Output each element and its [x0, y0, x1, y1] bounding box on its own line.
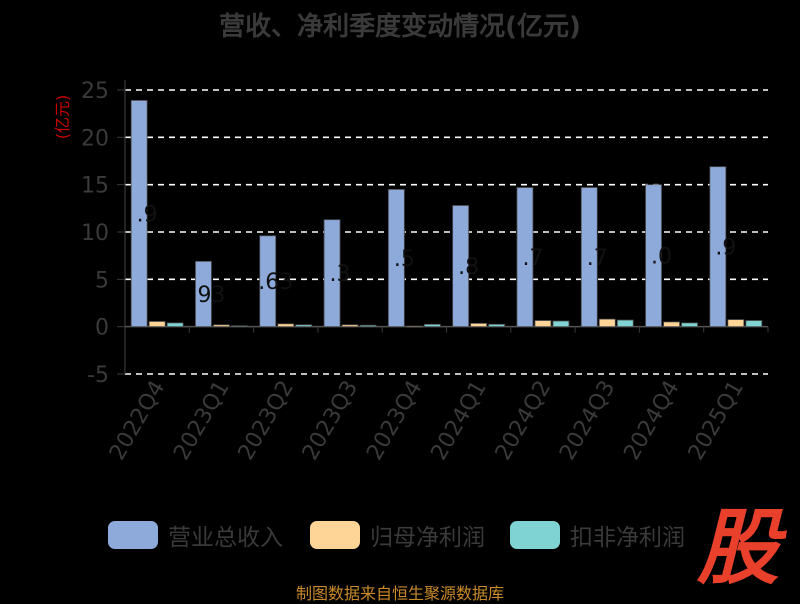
- bar-归母净利润: [663, 321, 680, 328]
- bar-营业总收入: [709, 166, 727, 328]
- data-label: .9: [715, 236, 736, 261]
- data-label: .7: [587, 246, 608, 271]
- watermark-logo: 股: [696, 501, 787, 590]
- legend-swatch: [108, 521, 158, 549]
- bar-营业总收入: [323, 219, 341, 328]
- bar-归母净利润: [470, 322, 488, 328]
- x-tick-label: 2022Q4: [105, 377, 170, 465]
- x-tick-label: 2023Q3: [298, 377, 363, 465]
- data-label: 93: [197, 283, 225, 308]
- data-label: .8: [458, 255, 479, 280]
- x-tick-label: 2024Q2: [491, 377, 556, 465]
- source-note: 制图数据来自恒生聚源数据库: [295, 584, 504, 603]
- bars: [130, 100, 763, 328]
- bar-归母净利润: [213, 324, 230, 328]
- legend-item[interactable]: 营业总收入: [108, 518, 283, 552]
- bar-扣非净利润: [745, 320, 763, 328]
- bar-营业总收入: [516, 187, 534, 328]
- y-tick-label: -5: [87, 363, 109, 388]
- data-label: .63: [258, 270, 293, 295]
- chart-title: 营收、净利季度变动情况(亿元): [219, 12, 581, 42]
- bar-归母净利润: [148, 321, 166, 328]
- bar-扣非净利润: [423, 323, 441, 328]
- x-tick-label: 2023Q1: [169, 377, 234, 465]
- bar-营业总收入: [452, 205, 470, 328]
- legend-swatch: [510, 521, 560, 549]
- bar-扣非净利润: [681, 322, 698, 328]
- x-tick-label: 2024Q4: [619, 377, 684, 465]
- y-tick-label: 25: [81, 79, 109, 104]
- x-tick-label: 2023Q2: [234, 377, 299, 465]
- bar-营业总收入: [645, 184, 662, 328]
- legend-swatch: [310, 521, 360, 549]
- y-axis-label: (亿元): [53, 95, 72, 140]
- y-tick-label: 15: [81, 174, 109, 199]
- data-label: .3: [330, 262, 351, 287]
- bar-扣非净利润: [359, 324, 377, 328]
- bar-扣非净利润: [295, 324, 313, 328]
- data-label: .5: [394, 247, 415, 272]
- bar-扣非净利润: [488, 323, 506, 328]
- bar-扣非净利润: [616, 319, 634, 328]
- legend-label: 归母净利润: [370, 525, 485, 551]
- bar-归母净利润: [727, 319, 745, 328]
- bar-营业总收入: [580, 187, 598, 328]
- x-tick-label: 2024Q1: [427, 377, 492, 465]
- y-tick-label: 0: [95, 316, 109, 341]
- legend-item[interactable]: 扣非净利润: [510, 518, 685, 552]
- bar-归母净利润: [277, 323, 295, 328]
- legend-label: 营业总收入: [168, 525, 283, 551]
- bar-扣非净利润: [552, 320, 570, 328]
- y-tick-label: 5: [95, 268, 109, 293]
- y-tick-label: 20: [81, 126, 109, 151]
- bar-扣非净利润: [166, 322, 184, 328]
- bar-营业总收入: [387, 188, 405, 328]
- data-label: .7: [522, 246, 543, 271]
- x-tick-label: 2024Q3: [555, 377, 620, 465]
- x-tick-label: 2023Q4: [362, 377, 427, 465]
- legend-item[interactable]: 归母净利润: [310, 518, 485, 552]
- bar-归母净利润: [341, 324, 359, 328]
- bar-营业总收入: [195, 260, 212, 328]
- x-tick-label: 2025Q1: [684, 377, 749, 465]
- bar-归母净利润: [534, 320, 552, 328]
- data-label: .0: [651, 245, 672, 270]
- grid-lines: [125, 89, 768, 375]
- bar-扣非净利润: [231, 325, 248, 328]
- y-tick-label: 10: [81, 221, 109, 246]
- bar-营业总收入: [259, 235, 277, 328]
- legend-label: 扣非净利润: [570, 525, 685, 551]
- bar-营业总收入: [130, 100, 148, 328]
- legend: 营业总收入 归母净利润 扣非净利润: [0, 518, 800, 554]
- bar-归母净利润: [405, 325, 423, 328]
- svg-text:股: 股: [696, 501, 787, 590]
- bar-归母净利润: [598, 318, 616, 328]
- data-label: .9: [137, 203, 158, 228]
- data-labels: .9 93 .63 .3 .5 .8 .7 .7 .0 .9: [137, 203, 737, 308]
